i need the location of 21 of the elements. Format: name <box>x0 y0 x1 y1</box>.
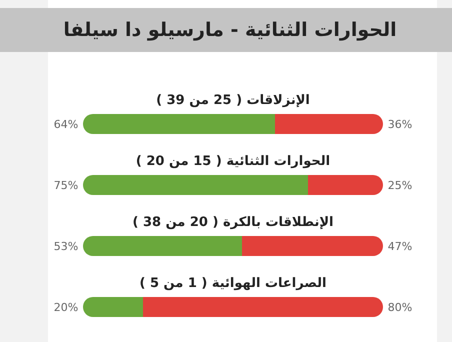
data-label: 47% <box>388 240 412 253</box>
data-label: 25% <box>388 179 412 192</box>
bar <box>83 297 143 317</box>
data-label: 53% <box>54 240 78 253</box>
bar <box>242 236 383 256</box>
data-label: 20% <box>54 301 78 314</box>
data-label: 75% <box>54 179 78 192</box>
bar <box>275 114 383 134</box>
data-label: 64% <box>54 118 78 131</box>
y-tick-label: الصراعات الهوائية ( 1 من 5 ) <box>139 276 327 291</box>
y-tick-label: الإنطلاقات بالكرة ( 20 من 38 ) <box>132 215 334 230</box>
bar <box>308 175 383 195</box>
chart-title: الحوارات الثنائية - مارسيلو دا سيلفا <box>63 19 397 41</box>
bar <box>83 175 308 195</box>
y-tick-label: الحوارات الثنائية ( 15 من 20 ) <box>136 154 330 169</box>
y-tick-label: الإنزلاقات ( 25 من 39 ) <box>156 93 310 108</box>
data-label: 36% <box>388 118 412 131</box>
bar <box>143 297 383 317</box>
bar <box>83 114 275 134</box>
bar <box>83 236 242 256</box>
data-label: 80% <box>388 301 412 314</box>
